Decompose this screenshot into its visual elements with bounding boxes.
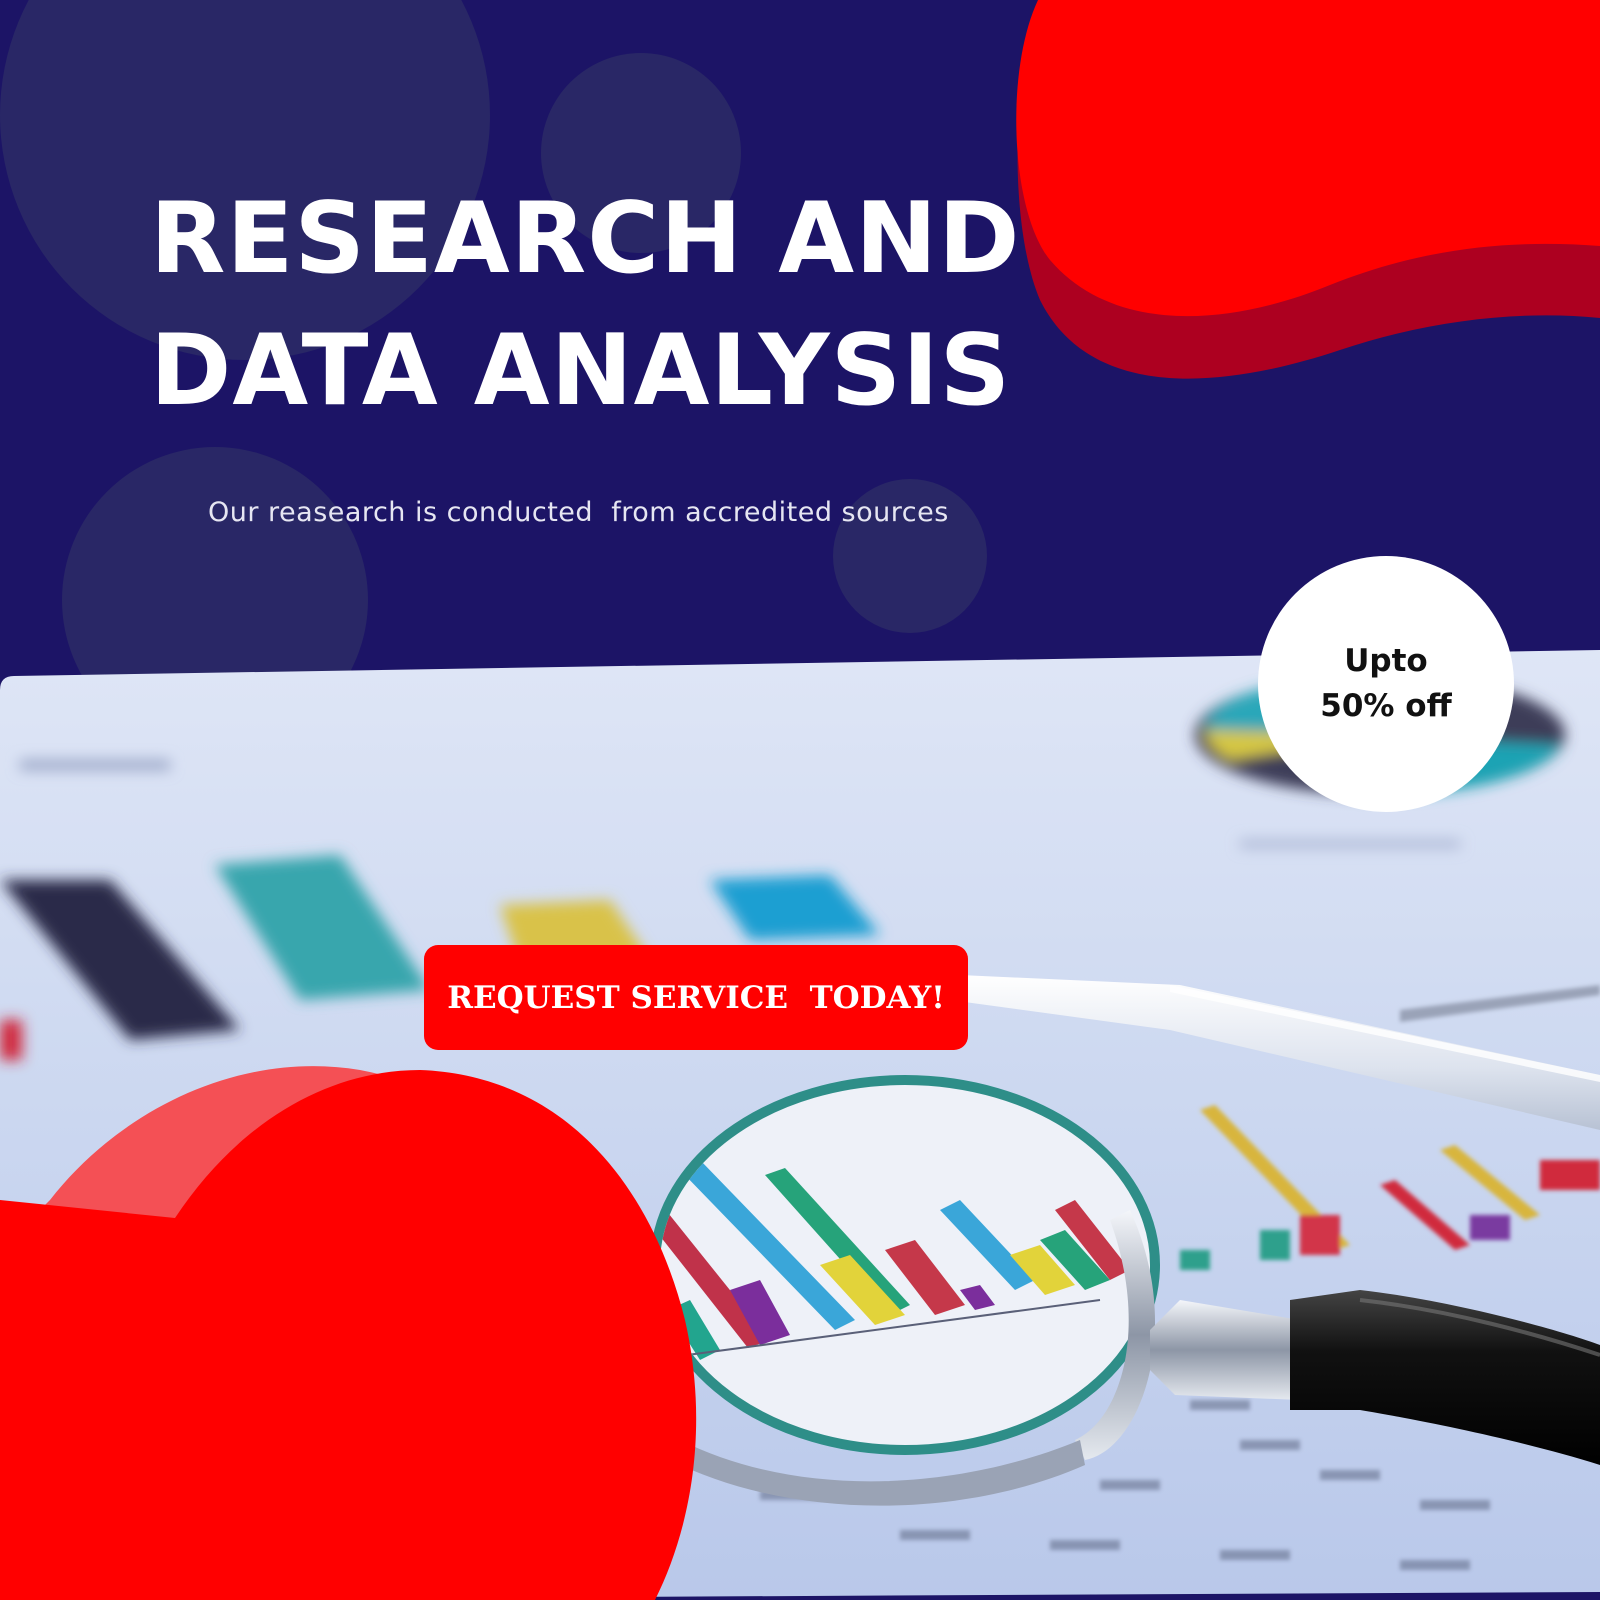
magnifying-glass-icon [650, 1075, 1600, 1506]
pen-icon [950, 975, 1600, 1130]
headline-line-2: DATA ANALYSIS [150, 314, 1012, 428]
headline-line-1: RESEARCH AND [150, 182, 1021, 296]
discount-badge-line-2: 50% off [1320, 688, 1452, 724]
bar-chart-icon [0, 760, 1460, 1060]
red-blob-bottom-left [0, 1066, 697, 1600]
discount-badge: Upto 50% off [1258, 556, 1514, 812]
discount-badge-line-1: Upto [1344, 643, 1428, 680]
decorative-circles [0, 0, 987, 753]
subtitle: Our reasearch is conducted from accredit… [208, 497, 949, 528]
red-blob-top-right [1016, 0, 1600, 379]
request-service-button[interactable]: REQUEST SERVICE TODAY! [424, 945, 968, 1050]
